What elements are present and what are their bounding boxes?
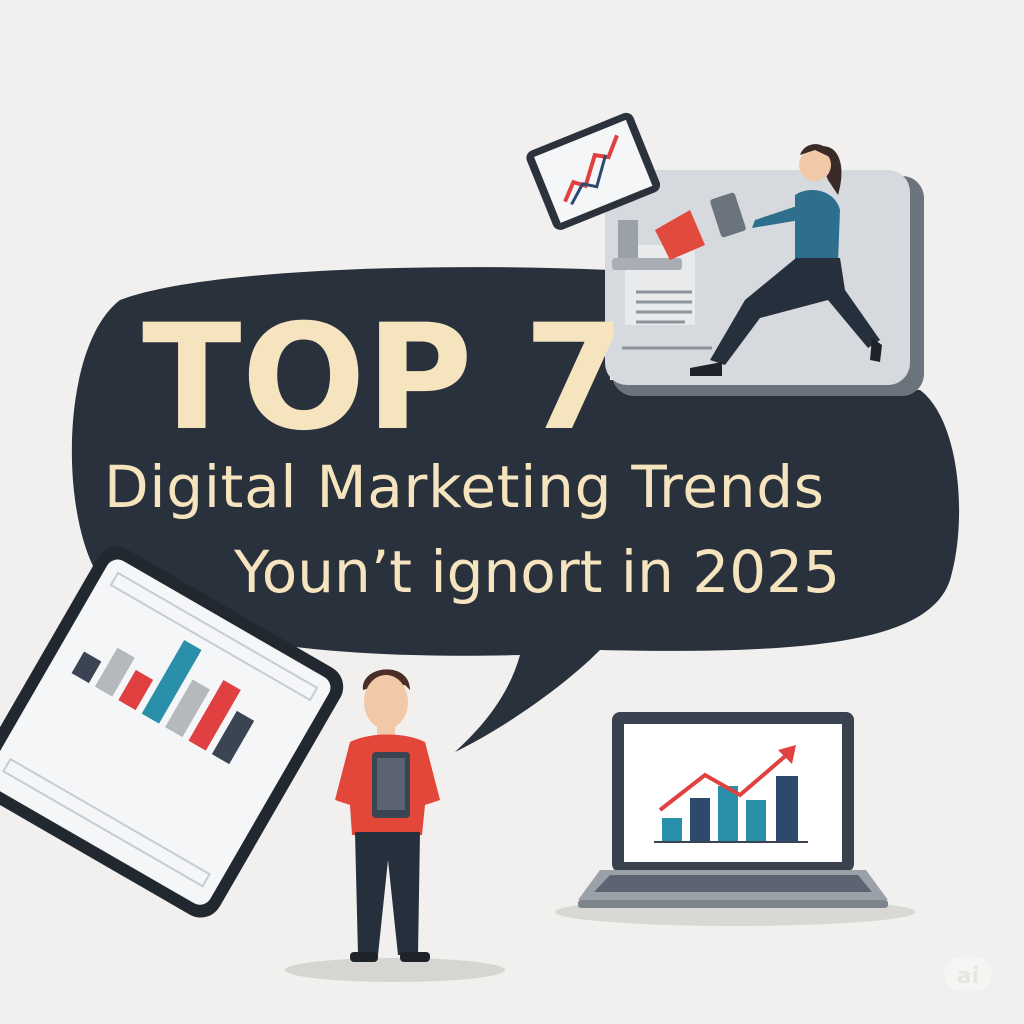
woman-figure — [690, 144, 882, 376]
growth-chart-icon — [654, 745, 808, 843]
headline-line1: Digital Marketing Trends — [104, 453, 824, 521]
bar-chart-icon — [71, 640, 255, 765]
man-figure — [335, 669, 440, 962]
watermark-text: ai — [957, 964, 979, 989]
tablet — [0, 546, 344, 918]
office-scene-panel — [605, 170, 924, 396]
headline-line2: Youn’t ignort in 2025 — [233, 538, 840, 606]
laptop — [578, 712, 888, 908]
monitor — [526, 112, 705, 270]
trend-arrow-icon — [563, 134, 619, 203]
watermark-badge — [944, 957, 992, 991]
headline-title: TOP 7 — [142, 293, 625, 463]
